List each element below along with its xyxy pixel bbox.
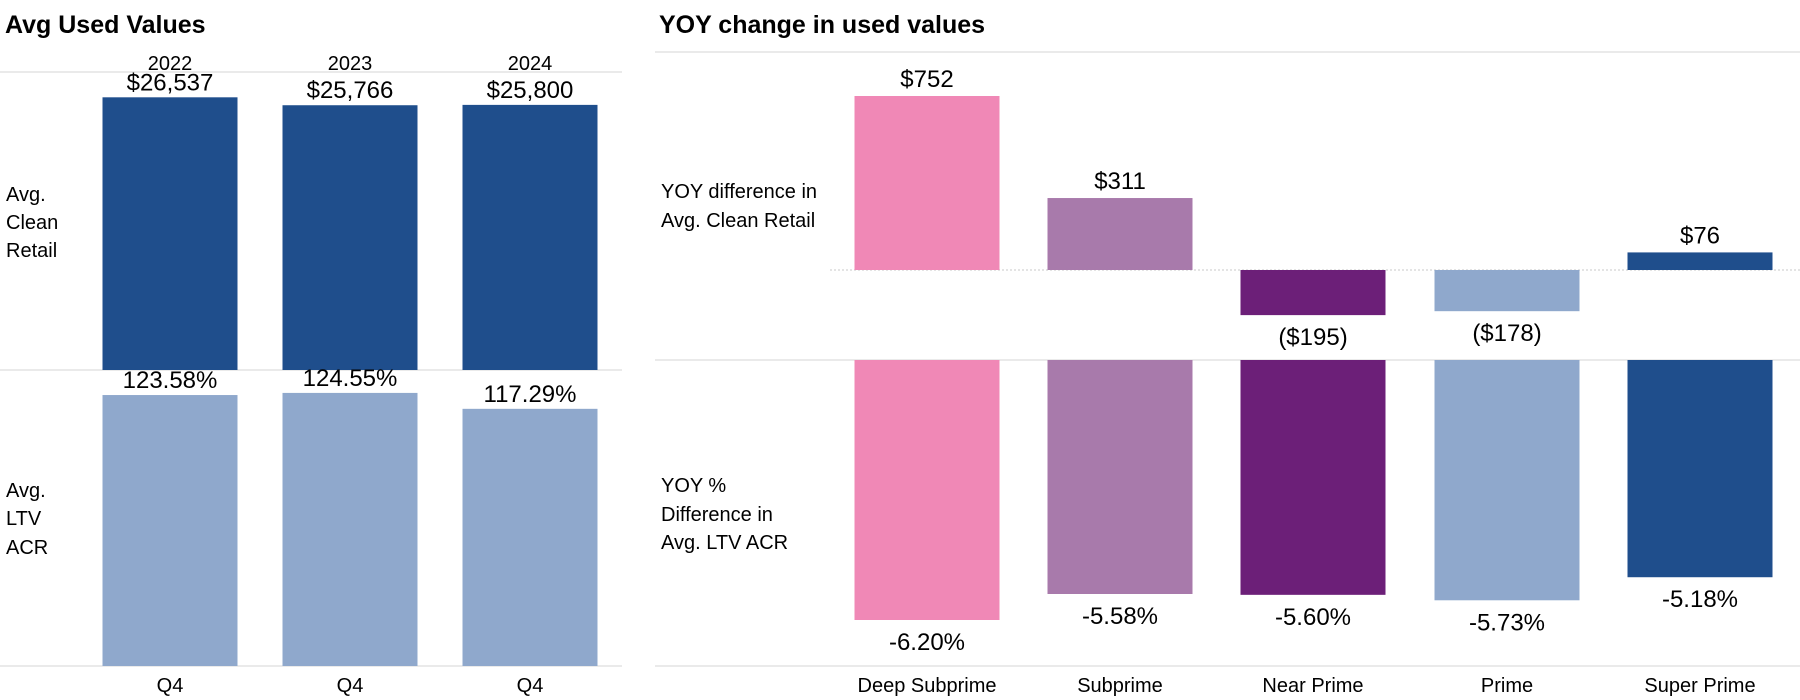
x-tick-label-near-prime: Near Prime (1262, 675, 1363, 697)
data-label-ltv-acr-2023: 124.55% (303, 365, 398, 392)
data-label-clean-retail-2022: $26,537 (127, 69, 214, 96)
row-label-clean-retail-line-1: Avg. (6, 184, 46, 206)
column-headers: 2022 2023 2024 (148, 53, 553, 75)
row-label-yoy-pct-line-1: YOY % (661, 475, 726, 497)
bar-yoy-pct-near-prime (1240, 360, 1386, 595)
column-header-2022: 2022 (148, 53, 193, 75)
bar-clean-retail-2023 (282, 105, 418, 370)
bar-yoy-diff-super-prime (1627, 252, 1773, 270)
row-label-ltv-acr: Avg. LTV ACR (6, 480, 51, 559)
data-label-ltv-acr-2024: 117.29% (484, 381, 577, 408)
data-label-clean-retail-2024: $25,800 (487, 77, 574, 104)
row-label-ltv-acr-line-3: ACR (6, 537, 48, 559)
data-label-clean-retail-2023: $25,766 (307, 77, 394, 104)
x-tick-label: Q4 (517, 675, 544, 697)
x-tick-label-super-prime: Super Prime (1644, 675, 1755, 697)
x-tick-label-subprime: Subprime (1077, 675, 1163, 697)
bar-clean-retail-2022 (102, 97, 238, 370)
x-tick-label: Q4 (157, 675, 184, 697)
bar-yoy-pct-super-prime (1627, 360, 1773, 578)
data-label-yoy-pct-prime: -5.73% (1469, 609, 1545, 636)
data-label-yoy-pct-super-prime: -5.18% (1662, 586, 1738, 613)
bar-yoy-pct-deep-subprime (854, 360, 1000, 620)
row-label-ltv-acr-line-2: LTV (6, 508, 42, 530)
data-label-yoy-pct-deep-subprime: -6.20% (889, 629, 965, 656)
left-bars: $26,537 $25,766 $25,800 123.58% 124.55% 117.2… (102, 69, 598, 666)
bar-ltv-acr-2023 (282, 392, 418, 666)
column-header-2023: 2023 (328, 53, 373, 75)
row-label-yoy-pct-line-2: Difference in (661, 504, 773, 526)
bar-yoy-diff-prime (1434, 270, 1580, 312)
bar-yoy-pct-subprime (1047, 360, 1193, 594)
data-label-yoy-diff-prime: ($178) (1472, 320, 1541, 347)
data-label-yoy-diff-near-prime: ($195) (1278, 324, 1347, 351)
row-label-clean-retail-line-3: Retail (6, 240, 57, 262)
x-tick-label: Q4 (337, 675, 364, 697)
right-panel-title: YOY change in used values (659, 11, 985, 39)
row-label-yoy-difference-line-2: Avg. Clean Retail (661, 210, 815, 232)
bar-yoy-diff-near-prime (1240, 270, 1386, 316)
x-tick-label-deep-subprime: Deep Subprime (858, 675, 997, 697)
bar-yoy-pct-prime (1434, 360, 1580, 601)
data-label-yoy-pct-subprime: -5.58% (1082, 603, 1158, 630)
row-label-yoy-difference-line-1: YOY difference in (661, 181, 817, 203)
bar-ltv-acr-2024 (462, 408, 598, 666)
data-label-yoy-diff-deep-subprime: $752 (900, 66, 953, 93)
row-label-clean-retail-line-2: Clean (6, 212, 58, 234)
x-tick-label-prime: Prime (1481, 675, 1533, 697)
right-category-labels: Deep Subprime Subprime Near Prime Prime Supe… (858, 675, 1756, 697)
row-label-clean-retail: Avg. Clean Retail (6, 184, 64, 262)
right-bars: $752 $311 ($195) ($178) $76 -6.20% -5.58% -5.60… (854, 66, 1773, 656)
data-label-yoy-pct-near-prime: -5.60% (1275, 604, 1351, 631)
data-label-yoy-diff-subprime: $311 (1094, 168, 1146, 195)
bar-clean-retail-2024 (462, 104, 598, 371)
bar-yoy-diff-deep-subprime (854, 96, 1000, 270)
bar-yoy-diff-subprime (1047, 198, 1193, 270)
row-label-yoy-difference: YOY difference in Avg. Clean Retail (661, 181, 823, 232)
data-label-ltv-acr-2022: 123.58% (123, 367, 218, 394)
row-label-ltv-acr-line-1: Avg. (6, 480, 46, 502)
row-label-yoy-pct: YOY % Difference in Avg. LTV ACR (661, 475, 788, 554)
row-label-yoy-pct-line-3: Avg. LTV ACR (661, 532, 788, 554)
data-label-yoy-diff-super-prime: $76 (1680, 222, 1720, 249)
column-header-2024: 2024 (508, 53, 553, 75)
left-category-labels: Q4 Q4 Q4 (157, 675, 544, 697)
left-panel-title: Avg Used Values (5, 11, 206, 39)
bar-ltv-acr-2022 (102, 395, 238, 666)
